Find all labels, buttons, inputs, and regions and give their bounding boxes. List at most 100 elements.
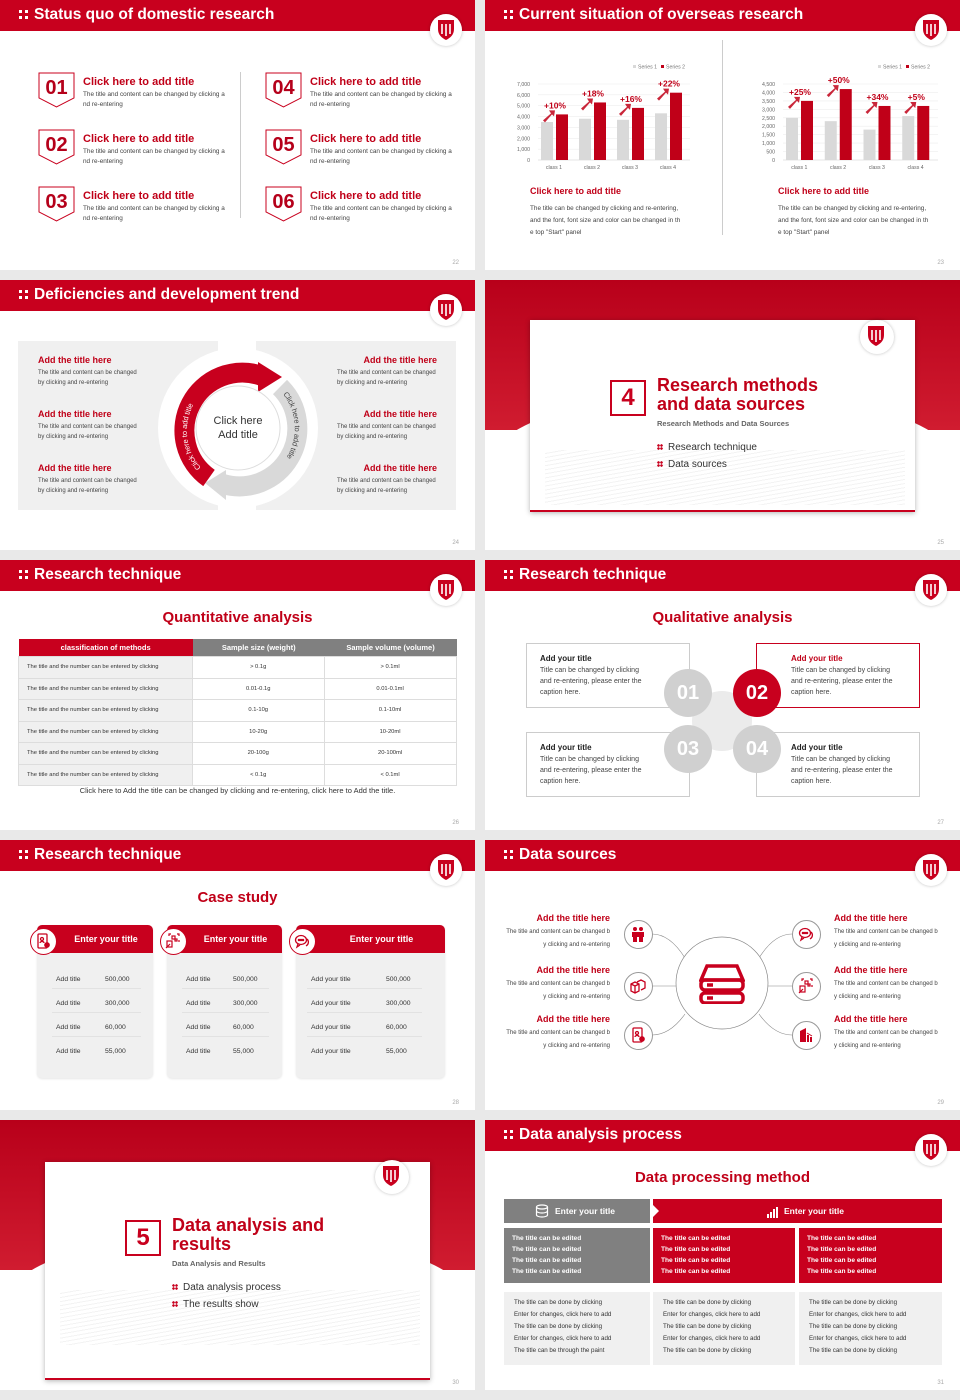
table-cell[interactable]: 20-100g (192, 742, 326, 765)
list-item[interactable]: 06 Click here to add title The title and c… (265, 186, 460, 226)
edit-item: The title can be edited (512, 1257, 582, 1264)
table-cell[interactable]: 20-100ml (324, 742, 457, 765)
list-item[interactable]: Add the title here The title and content … (505, 965, 610, 1004)
list-item[interactable]: Add the title here The title and content … (337, 463, 437, 496)
table-cell[interactable]: 10-20g (192, 720, 326, 743)
section-title: Research methods and data sources (657, 375, 819, 414)
y-tick-label: 2,000 (517, 136, 530, 142)
item-title: Add the title here (363, 355, 437, 365)
arrow-up-icon (657, 88, 669, 101)
slide-29[interactable]: Data sources 29 Add the title here The titl… (485, 840, 960, 1110)
table-cell[interactable]: The title and the number can be entered … (17, 677, 194, 700)
section-bullet[interactable]: Research technique (657, 442, 757, 453)
bar-series-1 (541, 122, 553, 160)
table-cell[interactable]: > 0.1g (192, 656, 326, 679)
list-item[interactable]: 01 Click here to add title The title and c… (38, 72, 233, 112)
item-title: Add the title here (536, 1014, 610, 1024)
note-item: Enter for changes, click here to add (663, 1311, 761, 1318)
red-arrowhead (258, 362, 282, 392)
red-header-bar (653, 1199, 942, 1223)
text-box[interactable]: Add your title Title can be changed by cl… (756, 732, 920, 797)
row-value: 60,000 (233, 1024, 254, 1031)
header-bar (0, 0, 475, 31)
qr-scan-icon (792, 972, 821, 1001)
table-row: The title and the number can be entered … (17, 699, 457, 722)
edit-box[interactable]: The title can be edited The title can be … (653, 1228, 795, 1283)
row-value: 55,000 (105, 1048, 126, 1055)
note-item: The title can be done by clicking (663, 1299, 752, 1306)
gray-arc (220, 379, 308, 497)
list-item[interactable]: Add the title here The title and content … (834, 1014, 939, 1053)
inner-circle (195, 385, 281, 471)
slide-28[interactable]: Research technique 28 Case study Enter your… (0, 840, 475, 1110)
table-cell[interactable]: The title and the number can be entered … (17, 699, 194, 722)
notes-box[interactable]: The title can be done by clicking Enter f… (504, 1292, 650, 1365)
phone-user-icon (30, 928, 57, 955)
text-box[interactable]: Add your title Title can be changed by cl… (756, 643, 920, 708)
growth-label: +18% (582, 88, 604, 98)
table-header-row: classification of methods Sample size (we… (18, 639, 457, 657)
list-item[interactable]: Add the title here The title and content … (38, 409, 138, 442)
table-cell[interactable]: The title and the number can be entered … (17, 720, 194, 743)
list-item[interactable]: Add the title here The title and content … (834, 965, 939, 1004)
text-box[interactable]: Add your title Title can be changed by cl… (526, 643, 690, 708)
section-bullet[interactable]: The results show (172, 1299, 259, 1310)
item-text: The title and content can be changed by … (337, 370, 436, 386)
dots-icon (504, 570, 514, 580)
slide-27[interactable]: Research technique 27 Qualitative analysis… (485, 560, 960, 830)
section-bullet[interactable]: Data sources (657, 459, 727, 470)
box-text: Title can be changed by clicking and re-… (540, 667, 642, 696)
text-box[interactable]: Add your title Title can be changed by cl… (526, 732, 690, 797)
box-title: Add your title (791, 654, 843, 663)
table-cell[interactable]: 0.01-0.1ml (324, 677, 457, 700)
item-title: Click here to add title (83, 190, 195, 202)
table-cell[interactable]: 0.1-10g (192, 699, 326, 722)
table-cell[interactable]: The title and the number can be entered … (17, 763, 194, 786)
bar-series-2 (801, 100, 813, 160)
edit-box[interactable]: The title can be edited The title can be … (799, 1228, 942, 1283)
table-cell[interactable]: 10-20ml (324, 720, 457, 743)
notes-box[interactable]: The title can be done by clicking Enter f… (653, 1292, 795, 1365)
list-item[interactable]: Add the title here The title and content … (505, 1014, 610, 1053)
notes-box[interactable]: The title can be done by clicking Enter f… (799, 1292, 942, 1365)
building-chart-icon (792, 1021, 821, 1050)
list-item[interactable]: 03 Click here to add title The title and c… (38, 186, 233, 226)
item-text: The title and content can be changed by … (310, 205, 452, 222)
list-item[interactable]: Add the title here The title and content … (834, 913, 939, 952)
box-title: Add your title (540, 654, 592, 663)
list-item[interactable]: Add the title here The title and content … (38, 355, 138, 388)
table-cell[interactable]: 0.1-10ml (324, 699, 457, 722)
list-item[interactable]: Add the title here The title and content … (38, 463, 138, 496)
x-tick-label: class 2 (830, 165, 846, 171)
table-row: The title and the number can be entered … (17, 677, 457, 700)
section-bullet[interactable]: Data analysis process (172, 1282, 281, 1293)
list-item[interactable]: 04 Click here to add title The title and c… (265, 72, 460, 112)
slide-22[interactable]: Status quo of domestic research 22 01 Click… (0, 0, 475, 270)
list-item[interactable]: 02 Click here to add title The title and c… (38, 129, 233, 169)
edit-box[interactable]: The title can be edited The title can be … (504, 1228, 650, 1283)
list-item[interactable]: Add the title here The title and content … (337, 355, 437, 388)
slide-31[interactable]: Data analysis process 31 Data processing m… (485, 1120, 960, 1390)
slide-23[interactable]: Current situation of overseas research 23… (485, 0, 960, 270)
row-value: 55,000 (386, 1048, 407, 1055)
row-label: Add your title (311, 1048, 351, 1055)
list-item[interactable]: 05 Click here to add title The title and c… (265, 129, 460, 169)
row-label: Add title (56, 1048, 81, 1055)
slide-25[interactable]: 4 Research methods and data sources Resear… (485, 280, 960, 550)
server-icon (698, 964, 746, 1009)
table-cell[interactable]: The title and the number can be entered … (17, 656, 194, 679)
list-item[interactable]: Add the title here The title and content … (337, 409, 437, 442)
table-cell[interactable]: 0.01-0.1g (192, 677, 326, 700)
slide-26[interactable]: Research technique 26 Quantitative analysi… (0, 560, 475, 830)
slide-30[interactable]: 5 Data analysis and results Data Analysis … (0, 1120, 475, 1390)
item-number: 02 (45, 134, 68, 156)
table-cell[interactable]: The title and the number can be entered … (17, 742, 194, 765)
edit-item: The title can be edited (807, 1257, 877, 1264)
table-cell[interactable]: < 0.1g (192, 763, 326, 786)
y-tick-label: 2,000 (762, 124, 775, 130)
table-cell[interactable]: < 0.1ml (324, 763, 457, 786)
list-item[interactable]: Add the title here The title and content … (505, 913, 610, 952)
table-cell[interactable]: > 0.1ml (324, 656, 457, 679)
slide-24[interactable]: Deficiencies and development trend 24 Add … (0, 280, 475, 550)
section-subtitle: Data Analysis and Results (172, 1259, 266, 1268)
